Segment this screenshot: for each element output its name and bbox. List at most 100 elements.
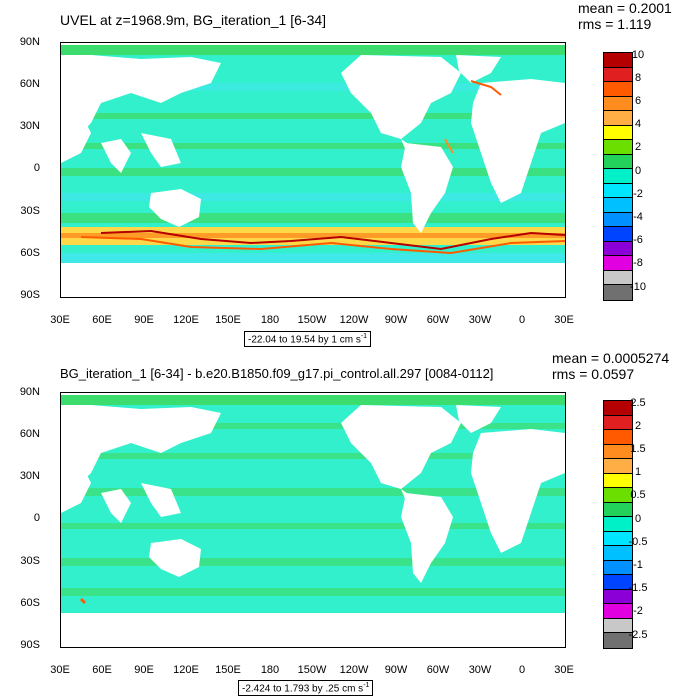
top-colorbar-box — [604, 285, 632, 300]
top-lat-label: 30S — [20, 205, 40, 217]
bottom-colorbar-box — [604, 444, 632, 459]
bottom-rms-stat: rms = 0.0597 — [552, 366, 635, 382]
top-lat-label: 90S — [20, 289, 40, 301]
top-lon-label: 30W — [468, 314, 492, 326]
top-colorbar-label: 4 — [634, 118, 642, 131]
bottom-colorbar-box — [604, 531, 632, 546]
top-lat-label: 60N — [19, 78, 40, 90]
top-colorbar-label: 10 — [631, 48, 645, 61]
bottom-map — [60, 392, 566, 648]
top-panel: UVEL at z=1968.9m, BG_iteration_1 [6-34]… — [19, 0, 672, 348]
top-lon-label: 60W — [426, 314, 450, 326]
top-colorbar-box — [604, 183, 632, 198]
top-lon-label: 150E — [215, 314, 241, 326]
top-lon-label: 120E — [173, 314, 199, 326]
top-colorbar-label: 8 — [634, 71, 642, 84]
bottom-colorbar-label: 1.5 — [630, 442, 646, 455]
bottom-lon-label: 120W — [339, 664, 369, 676]
top-lon-label: 30E — [554, 314, 574, 326]
bottom-lon-label: 30E — [50, 664, 70, 676]
bottom-colorbar-label: 2.5 — [630, 396, 646, 409]
bottom-lon-label: 30W — [468, 664, 492, 676]
bottom-panel: BG_iteration_1 [6-34] - b.e20.B1850.f09_… — [0, 350, 700, 700]
bottom-lon-label: 0 — [518, 664, 526, 676]
bottom-colorbar — [603, 400, 633, 649]
bottom-colorbar-box — [604, 488, 632, 503]
top-rms-stat: rms = 1.119 — [578, 16, 652, 32]
bottom-lon-label: 120E — [173, 664, 199, 676]
bottom-colorbar-box — [604, 430, 632, 445]
bottom-lon-label: 60W — [426, 664, 450, 676]
bottom-colorbar-box — [604, 589, 632, 604]
bottom-lat-label: 30N — [19, 470, 40, 482]
top-mean-stat: mean = 0.2001 — [578, 0, 672, 16]
top-lon-label: 90W — [384, 314, 408, 326]
top-colorbar-label: -6 — [633, 234, 643, 247]
bottom-lat-label: 90S — [20, 639, 40, 651]
bottom-map-field — [61, 393, 565, 647]
bottom-colorbar-box — [604, 604, 632, 619]
bottom-lat-label: 0 — [33, 512, 40, 524]
bottom-lat-label: 60S — [20, 597, 40, 609]
top-map — [60, 42, 566, 298]
top-map-field — [61, 43, 565, 297]
top-colorbar-box — [604, 169, 632, 184]
top-colorbar-label: -4 — [633, 210, 643, 223]
bottom-colorbar-box — [604, 502, 632, 517]
bottom-lon-label: 30E — [554, 664, 574, 676]
bottom-colorbar-label: 0 — [634, 512, 642, 525]
bottom-colorbar-boxes — [604, 401, 632, 648]
bottom-colorbar-label: -1.5 — [628, 582, 648, 595]
top-lon-label: 90E — [134, 314, 154, 326]
top-lon-label: 60E — [92, 314, 112, 326]
bottom-lon-label: 90E — [134, 664, 154, 676]
top-colorbar-box — [604, 82, 632, 97]
top-colorbar-box — [604, 140, 632, 155]
top-colorbar-box — [604, 111, 632, 126]
top-colorbar-label: 0 — [634, 164, 642, 177]
top-lon-label: 150W — [297, 314, 327, 326]
bottom-lon-label: 150W — [297, 664, 327, 676]
bottom-colorbar-box — [604, 546, 632, 561]
top-colorbar-box — [604, 212, 632, 227]
top-colorbar-box — [604, 125, 632, 140]
bottom-colorbar-box — [604, 401, 632, 416]
top-colorbar — [603, 52, 633, 301]
top-colorbar-label: -10 — [630, 280, 646, 293]
top-panel-title: UVEL at z=1968.9m, BG_iteration_1 [6-34] — [60, 12, 327, 28]
top-colorbar-box — [604, 53, 632, 68]
top-lat-label: 90N — [19, 36, 40, 48]
top-colorbar-box — [604, 198, 632, 213]
bottom-colorbar-box — [604, 633, 632, 648]
top-colorbar-box — [604, 96, 632, 111]
top-colorbar-label: 2 — [634, 141, 642, 154]
bottom-colorbar-label: -1 — [633, 558, 643, 571]
top-lat-label: 30N — [19, 120, 40, 132]
top-colorbar-label: -2 — [633, 187, 643, 200]
top-lat-label: 0 — [33, 162, 40, 174]
bottom-lon-label: 60E — [92, 664, 112, 676]
bottom-lon-label: 150E — [215, 664, 241, 676]
top-colorbar-box — [604, 241, 632, 256]
top-lon-label: 0 — [518, 314, 526, 326]
top-lon-label: 120W — [339, 314, 369, 326]
top-lon-label: 180 — [260, 314, 280, 326]
top-colorbar-box — [604, 67, 632, 82]
top-colorbar-box — [604, 270, 632, 285]
bottom-colorbar-label: 2 — [634, 419, 642, 432]
top-lat-label: 60S — [20, 247, 40, 259]
bottom-lon-label: 180 — [260, 664, 280, 676]
bottom-colorbar-label: 0.5 — [630, 489, 646, 502]
bottom-lat-label: 90N — [19, 386, 40, 398]
top-lon-label: 30E — [50, 314, 70, 326]
top-colorbar-label: -8 — [633, 257, 643, 270]
bottom-lat-label: 60N — [19, 428, 40, 440]
top-colorbar-box — [604, 154, 632, 169]
top-colorbar-box — [604, 256, 632, 271]
bottom-colorbar-box — [604, 560, 632, 575]
bottom-colorbar-box — [604, 473, 632, 488]
bottom-panel-title: BG_iteration_1 [6-34] - b.e20.B1850.f09_… — [60, 366, 494, 381]
bottom-colorbar-box — [604, 618, 632, 633]
bottom-colorbar-label: -2.5 — [628, 628, 648, 641]
bottom-colorbar-box — [604, 517, 632, 532]
